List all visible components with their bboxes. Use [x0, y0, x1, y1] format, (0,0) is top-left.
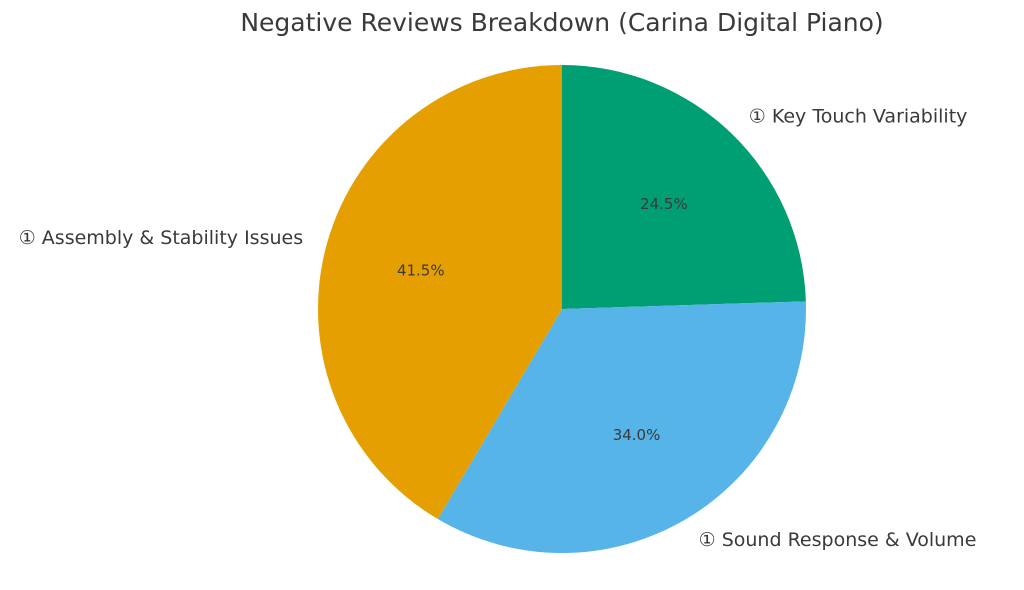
percentage-labels: 24.5% 34.0% 41.5%: [397, 195, 688, 444]
pie-slice-assembly-stability-issues: [318, 65, 562, 520]
pie-slice-sound-response-volume: [437, 301, 806, 553]
pie-slices: [318, 65, 806, 553]
slice-percentage-label: 41.5%: [397, 261, 445, 279]
slice-category-label: ① Sound Response & Volume: [699, 529, 977, 551]
slice-percentage-label: 24.5%: [640, 195, 688, 213]
slice-category-label: ① Key Touch Variability: [749, 105, 968, 127]
pie-slice-key-touch-variability: [562, 65, 806, 309]
slice-percentage-label: 34.0%: [613, 426, 661, 444]
slice-category-label: ① Assembly & Stability Issues: [19, 227, 303, 249]
chart-title: Negative Reviews Breakdown (Carina Digit…: [240, 8, 883, 37]
slice-labels: ① Key Touch Variability ① Sound Response …: [19, 105, 977, 551]
